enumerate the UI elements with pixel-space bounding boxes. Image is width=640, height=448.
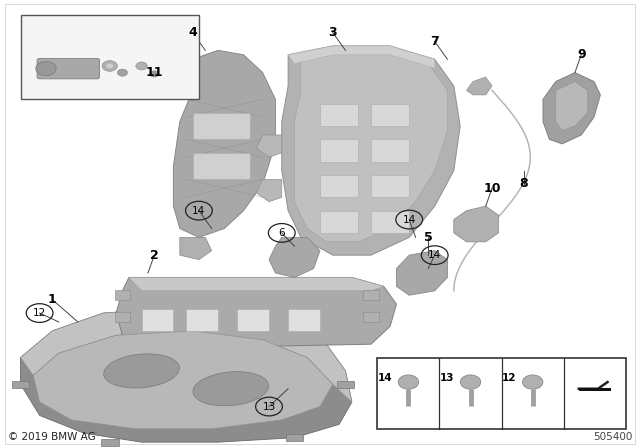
Text: 1: 1 xyxy=(48,293,57,306)
Bar xyxy=(320,104,358,126)
Bar xyxy=(364,290,379,300)
FancyBboxPatch shape xyxy=(378,358,626,429)
Text: 13: 13 xyxy=(440,373,454,383)
Text: 14: 14 xyxy=(378,373,392,383)
Bar xyxy=(320,175,358,197)
Polygon shape xyxy=(288,46,435,68)
Polygon shape xyxy=(454,206,499,242)
Text: 10: 10 xyxy=(483,182,501,195)
Bar xyxy=(364,312,379,322)
Bar xyxy=(186,309,218,331)
Bar xyxy=(320,139,358,162)
Text: 4: 4 xyxy=(188,26,197,39)
Bar xyxy=(337,381,355,388)
Polygon shape xyxy=(256,180,282,202)
Text: 6: 6 xyxy=(278,228,285,238)
FancyBboxPatch shape xyxy=(20,15,199,99)
Text: 12: 12 xyxy=(502,373,516,383)
Polygon shape xyxy=(294,50,447,242)
Bar xyxy=(371,139,409,162)
Bar xyxy=(371,211,409,233)
Polygon shape xyxy=(20,309,352,402)
FancyBboxPatch shape xyxy=(37,58,100,79)
Bar xyxy=(320,211,358,233)
Polygon shape xyxy=(256,135,282,157)
Polygon shape xyxy=(556,82,588,130)
Text: © 2019 BMW AG: © 2019 BMW AG xyxy=(8,432,95,442)
Circle shape xyxy=(398,375,419,389)
Circle shape xyxy=(460,375,481,389)
Bar xyxy=(115,290,130,300)
Polygon shape xyxy=(282,46,460,255)
Text: 2: 2 xyxy=(150,249,159,262)
Polygon shape xyxy=(396,251,447,295)
Bar xyxy=(141,309,173,331)
Circle shape xyxy=(117,69,127,76)
Text: 14: 14 xyxy=(403,215,416,224)
Bar xyxy=(285,434,303,441)
Text: 5: 5 xyxy=(424,231,433,244)
Polygon shape xyxy=(269,237,320,277)
Circle shape xyxy=(106,63,113,69)
Polygon shape xyxy=(467,77,492,95)
Ellipse shape xyxy=(104,354,179,388)
Circle shape xyxy=(136,62,147,70)
Text: 14: 14 xyxy=(428,250,442,260)
Bar xyxy=(193,153,250,180)
Bar xyxy=(371,104,409,126)
Bar xyxy=(288,309,320,331)
Text: 9: 9 xyxy=(577,48,586,61)
Text: 3: 3 xyxy=(328,26,337,39)
Polygon shape xyxy=(20,309,352,442)
Text: 7: 7 xyxy=(430,35,439,48)
Circle shape xyxy=(522,375,543,389)
Text: 11: 11 xyxy=(145,66,163,79)
Text: 505400: 505400 xyxy=(593,432,632,442)
Polygon shape xyxy=(33,331,333,429)
Circle shape xyxy=(150,71,159,77)
Polygon shape xyxy=(129,277,384,291)
Bar xyxy=(237,309,269,331)
Polygon shape xyxy=(180,237,212,260)
Bar xyxy=(579,388,611,392)
Polygon shape xyxy=(543,73,600,144)
Text: 8: 8 xyxy=(520,177,528,190)
Circle shape xyxy=(36,61,56,76)
Bar xyxy=(100,439,118,446)
Bar xyxy=(371,175,409,197)
Bar xyxy=(115,312,130,322)
Polygon shape xyxy=(173,50,275,237)
Polygon shape xyxy=(116,277,396,349)
Ellipse shape xyxy=(193,372,269,406)
Text: 13: 13 xyxy=(262,401,276,412)
Text: 14: 14 xyxy=(192,206,205,215)
Bar xyxy=(12,381,29,388)
Text: 12: 12 xyxy=(33,308,46,318)
Circle shape xyxy=(102,60,117,71)
Bar xyxy=(193,113,250,139)
